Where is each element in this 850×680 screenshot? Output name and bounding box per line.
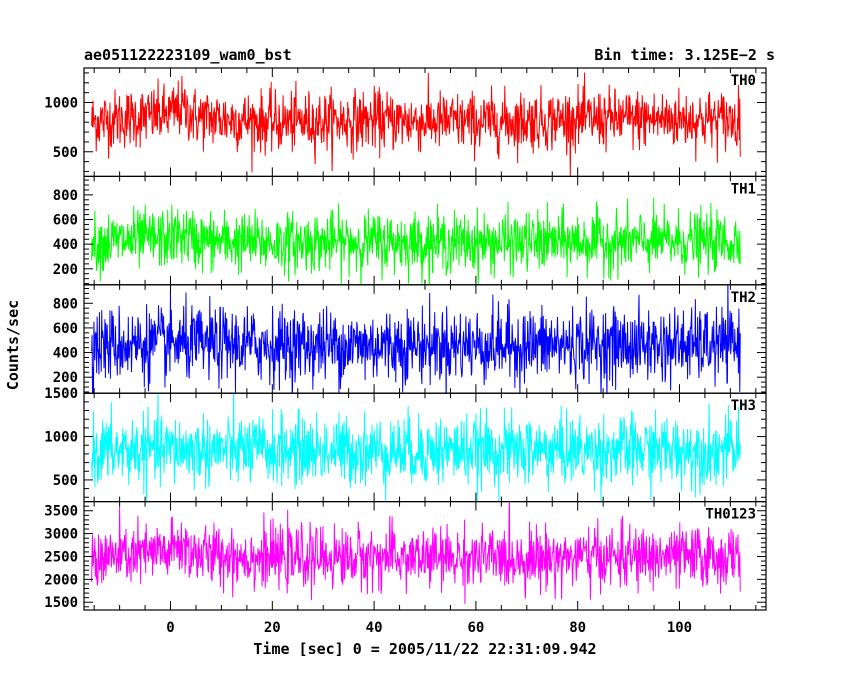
panel-th1: 200 400 600 800 TH1 <box>53 175 767 286</box>
panel-th0: 500 1000 TH0 <box>44 67 767 178</box>
panel-th3: 500 1000 1500 TH3 <box>44 386 767 503</box>
panel-label-th3: TH3 <box>731 398 756 414</box>
y-tick-label: 3000 <box>44 527 78 543</box>
y-tick-label: 800 <box>53 188 78 204</box>
panel-label-th1: TH1 <box>731 181 756 197</box>
series-line-th3 <box>91 393 741 502</box>
x-tick-label: 60 <box>467 620 484 636</box>
y-tick-label: 3500 <box>44 504 78 520</box>
panel-stack: 500 1000 TH0 200 400 600 800 TH1 200 400 600 800 TH2… <box>44 67 767 611</box>
y-axis-label: Counts/sec <box>4 300 22 390</box>
series-line-th1 <box>91 197 741 285</box>
bin-time-label: Bin time: 3.125E−2 s <box>594 46 775 64</box>
panel-label-th2: TH2 <box>731 290 756 306</box>
x-tick-label: 0 <box>166 620 174 636</box>
x-tick-label: 80 <box>569 620 586 636</box>
panel-label-th0123: TH0123 <box>705 507 756 523</box>
panel-th0123: 1500 2000 2500 3000 3500 TH0123 <box>44 501 767 611</box>
y-tick-label: 1500 <box>44 595 78 611</box>
panel-th2: 200 400 600 800 TH2 <box>53 284 767 394</box>
y-tick-label: 200 <box>53 370 78 386</box>
x-axis-label: Time [sec] 0 = 2005/11/22 22:31:09.942 <box>253 640 596 658</box>
x-axis-ticks: 0 20 40 60 80 100 <box>166 620 692 636</box>
y-tick-label: 800 <box>53 296 78 312</box>
y-tick-label: 400 <box>53 346 78 362</box>
y-tick-label: 600 <box>53 321 78 337</box>
series-line-th0123 <box>91 501 741 604</box>
y-tick-label: 600 <box>53 213 78 229</box>
y-tick-label: 1500 <box>44 386 78 402</box>
series-line-th0 <box>91 72 741 177</box>
x-tick-label: 40 <box>366 620 383 636</box>
y-tick-label: 400 <box>53 237 78 253</box>
y-tick-label: 200 <box>53 262 78 278</box>
y-tick-label: 500 <box>53 145 78 161</box>
y-tick-label: 1000 <box>44 430 78 446</box>
y-tick-label: 2000 <box>44 572 78 588</box>
chart-title: ae051122223109_wam0_bst <box>84 46 292 64</box>
x-tick-label: 20 <box>264 620 281 636</box>
y-tick-label: 1000 <box>44 95 78 111</box>
y-tick-label: 2500 <box>44 549 78 565</box>
y-tick-label: 500 <box>53 473 78 489</box>
x-tick-label: 100 <box>667 620 692 636</box>
panel-label-th0: TH0 <box>731 73 756 89</box>
series-line-th2 <box>91 284 741 394</box>
